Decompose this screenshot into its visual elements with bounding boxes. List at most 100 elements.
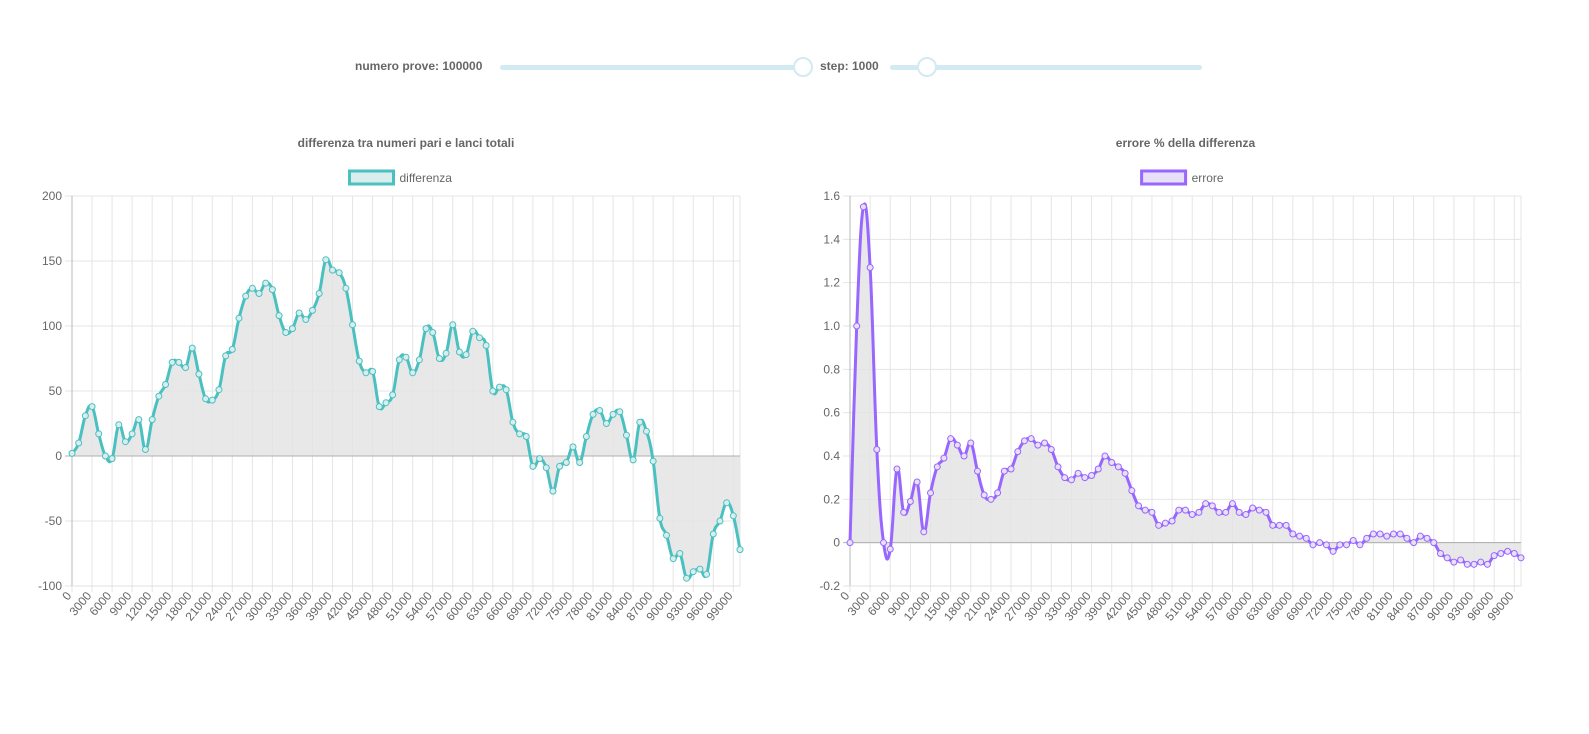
series-area (850, 203, 1521, 565)
data-point (616, 408, 624, 416)
data-point (602, 420, 610, 427)
data-point (987, 495, 995, 503)
data-point (1316, 539, 1324, 547)
trials-slider-thumb[interactable] (793, 57, 813, 77)
data-point (329, 266, 337, 274)
y-tick-label: 100 (42, 319, 62, 333)
data-point (81, 412, 89, 420)
step-label: step: 1000 (820, 59, 879, 73)
data-point (893, 465, 901, 473)
data-point (1436, 550, 1444, 557)
data-point (622, 431, 630, 439)
data-point (1275, 521, 1283, 529)
y-tick-label: 1.2 (823, 276, 840, 290)
data-point (900, 508, 908, 516)
data-point (282, 329, 290, 336)
data-point (736, 546, 744, 554)
data-point (162, 381, 170, 388)
data-point (689, 568, 697, 576)
data-point (1309, 541, 1317, 549)
data-point (1235, 508, 1243, 516)
data-point (175, 358, 183, 366)
data-point (1269, 521, 1277, 529)
y-tick-label: 0 (55, 449, 62, 463)
data-point (1027, 435, 1035, 443)
data-point (703, 570, 711, 578)
data-point (342, 284, 350, 292)
data-point (128, 430, 136, 438)
data-point (1114, 463, 1122, 471)
legend-label: differenza (400, 171, 453, 185)
data-point (1504, 547, 1512, 555)
data-point (469, 327, 477, 335)
data-point (1135, 502, 1143, 510)
data-point (1470, 560, 1478, 568)
data-point (1390, 530, 1398, 538)
data-point (422, 325, 430, 333)
data-point (1497, 550, 1505, 557)
data-point (322, 256, 330, 264)
data-point (395, 356, 403, 364)
data-point (168, 358, 176, 366)
data-point (1383, 532, 1391, 540)
data-point (235, 314, 243, 322)
data-point (676, 550, 684, 557)
data-point (880, 539, 888, 547)
data-point (1483, 560, 1491, 568)
data-point (1356, 541, 1364, 549)
data-point (1289, 530, 1297, 538)
data-point (582, 433, 590, 440)
step-slider-thumb[interactable] (917, 57, 938, 77)
data-point (349, 321, 357, 329)
data-point (1041, 439, 1049, 447)
data-point (1517, 554, 1525, 562)
legend-label: errore (1192, 171, 1224, 185)
step-slider[interactable] (890, 57, 1202, 77)
data-point (967, 439, 975, 447)
y-tick-label: 1.6 (823, 189, 840, 203)
data-point (980, 491, 988, 499)
data-point (489, 387, 497, 395)
data-point (369, 368, 377, 375)
data-point (1034, 441, 1042, 449)
data-point (1450, 558, 1458, 566)
data-point (1457, 556, 1465, 564)
data-point (455, 348, 463, 356)
data-point (1343, 541, 1351, 549)
data-point (415, 356, 423, 364)
legend: differenza (348, 169, 453, 186)
trials-slider[interactable] (500, 57, 813, 77)
data-point (1349, 537, 1357, 544)
data-point (549, 487, 557, 495)
data-point (846, 539, 854, 547)
data-point (933, 463, 941, 471)
data-point (973, 467, 981, 475)
data-point (1188, 511, 1196, 518)
data-point (716, 517, 724, 525)
data-point (355, 357, 363, 365)
data-point (729, 512, 737, 520)
data-point (375, 403, 383, 411)
data-point (1249, 504, 1257, 512)
data-point (1510, 550, 1518, 557)
data-point (1195, 508, 1203, 516)
y-tick-label: 0 (833, 536, 840, 550)
data-point (994, 489, 1002, 497)
trials-label: numero prove: 100000 (355, 59, 483, 73)
data-point (1175, 506, 1183, 514)
data-point (155, 392, 163, 400)
data-point (295, 309, 303, 317)
legend-swatch (348, 169, 395, 186)
data-point (609, 410, 617, 418)
data-point (656, 514, 664, 522)
data-point (1168, 517, 1176, 525)
chart-title: differenza tra numeri pari e lanci total… (298, 136, 515, 150)
data-point (873, 446, 881, 453)
chart-2: errore % della differenza errore -0.2 0 0.2 0… (819, 136, 1525, 623)
data-point (953, 441, 961, 449)
data-point (255, 290, 263, 297)
controls-bar: numero prove: 100000 step: 1000 (0, 52, 1589, 82)
data-point (576, 459, 584, 466)
data-point (669, 555, 677, 563)
data-point (1020, 437, 1028, 445)
